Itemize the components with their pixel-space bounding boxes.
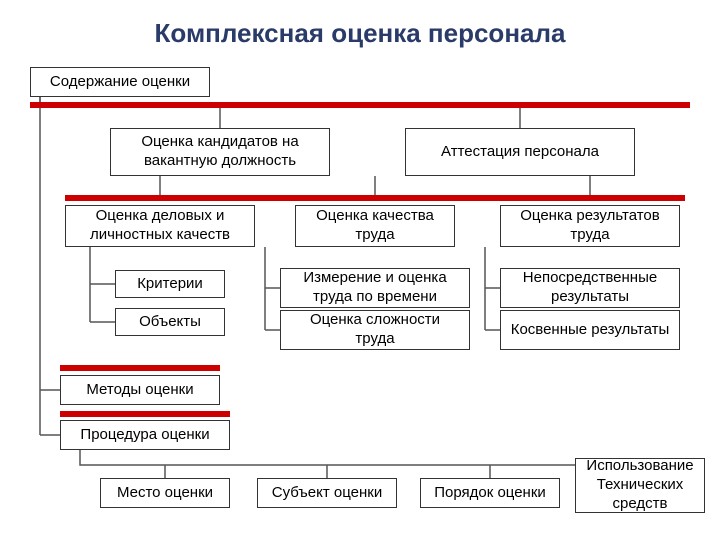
box-kriterii: Критерии xyxy=(115,270,225,298)
box-soderzhanie: Содержание оценки xyxy=(30,67,210,97)
redbar-1 xyxy=(30,102,690,108)
box-mesto: Место оценки xyxy=(100,478,230,508)
box-ocenka-kandidatov: Оценка кандидатов на вакантную должность xyxy=(110,128,330,176)
box-rezultatov: Оценка результатов труда xyxy=(500,205,680,247)
redbar-2 xyxy=(65,195,685,201)
box-izmerenie: Измерение и оценка труда по времени xyxy=(280,268,470,308)
box-tehsredstv: Использование Технических средств xyxy=(575,458,705,513)
page-title: Комплексная оценка персонала xyxy=(0,0,720,59)
box-procedura: Процедура оценки xyxy=(60,420,230,450)
box-kachestva-truda: Оценка качества труда xyxy=(295,205,455,247)
box-obekty: Объекты xyxy=(115,308,225,336)
redbar-4 xyxy=(60,411,230,417)
box-kosvennye: Косвенные результаты xyxy=(500,310,680,350)
box-slozhnost: Оценка сложности труда xyxy=(280,310,470,350)
box-metody: Методы оценки xyxy=(60,375,220,405)
redbar-3 xyxy=(60,365,220,371)
box-poryadok: Порядок оценки xyxy=(420,478,560,508)
box-subekt: Субъект оценки xyxy=(257,478,397,508)
box-delovyh: Оценка деловых и личностных качеств xyxy=(65,205,255,247)
box-neposred: Непосредственные результаты xyxy=(500,268,680,308)
box-attestaciya: Аттестация персонала xyxy=(405,128,635,176)
